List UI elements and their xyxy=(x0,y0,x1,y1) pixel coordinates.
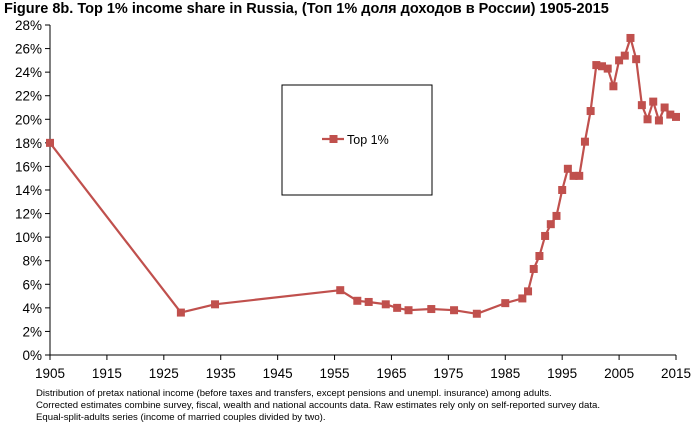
y-tick-label: 14% xyxy=(15,183,42,198)
data-point xyxy=(364,297,373,306)
y-tick-label: 28% xyxy=(15,18,42,33)
x-tick-label: 1935 xyxy=(206,366,236,381)
y-tick-label: 2% xyxy=(22,324,42,339)
note-line-3: Equal-split-adults series (income of mar… xyxy=(36,412,326,423)
x-tick-label: 1905 xyxy=(35,366,65,381)
y-tick-label: 22% xyxy=(15,89,42,104)
data-point xyxy=(615,56,624,65)
data-point xyxy=(381,300,390,309)
series-layer xyxy=(46,33,680,318)
data-point xyxy=(404,306,413,315)
y-tick-label: 8% xyxy=(22,254,42,269)
data-point xyxy=(546,220,555,229)
data-point xyxy=(529,264,538,273)
data-point xyxy=(637,101,646,110)
y-tick-label: 16% xyxy=(15,159,42,174)
data-point xyxy=(563,164,572,173)
data-point xyxy=(427,305,436,314)
x-tick-label: 1925 xyxy=(149,366,179,381)
note-line-1: Distribution of pretax national income (… xyxy=(36,388,552,399)
legend: Top 1% xyxy=(281,84,433,196)
data-point xyxy=(472,309,481,318)
data-point xyxy=(649,97,658,106)
legend-box xyxy=(281,84,433,196)
x-tick-label: 1985 xyxy=(490,366,520,381)
data-point xyxy=(176,308,185,317)
data-point xyxy=(46,138,54,147)
y-tick-label: 10% xyxy=(15,230,42,245)
y-tick-label: 0% xyxy=(22,348,42,363)
data-point xyxy=(541,231,550,240)
data-point xyxy=(672,112,680,121)
x-tick-label: 1995 xyxy=(547,366,577,381)
data-point xyxy=(666,110,675,119)
data-point xyxy=(632,55,641,64)
data-point xyxy=(580,137,589,146)
y-tick-label: 26% xyxy=(15,42,42,57)
x-tick-label: 1965 xyxy=(376,366,406,381)
data-point xyxy=(598,62,607,71)
x-tick-label: 1975 xyxy=(433,366,463,381)
x-tick-label: 1915 xyxy=(92,366,122,381)
y-tick-label: 6% xyxy=(22,277,42,292)
note-line-2: Corrected estimates combine survey, fisc… xyxy=(36,400,600,411)
data-point xyxy=(569,171,578,180)
y-tick-label: 18% xyxy=(15,136,42,151)
data-point xyxy=(211,300,220,309)
data-point xyxy=(552,211,561,220)
data-point xyxy=(586,107,595,116)
data-point xyxy=(603,64,612,73)
y-tick-label: 20% xyxy=(15,112,42,127)
data-point xyxy=(450,306,459,315)
data-point xyxy=(660,103,669,112)
y-tick-label: 4% xyxy=(22,301,42,316)
data-point xyxy=(575,171,584,180)
data-point xyxy=(609,82,618,91)
data-point xyxy=(643,115,652,124)
data-point xyxy=(353,296,362,305)
data-point xyxy=(393,303,402,312)
data-point xyxy=(654,116,663,125)
data-point xyxy=(558,186,567,194)
y-axis-ticks: 0% 2% 4% 6% 8% 10% 12% 14% 16% 18% 20% 22% 24% 26% 28% xyxy=(15,18,50,363)
chart-notes: Distribution of pretax national income (… xyxy=(36,388,696,424)
data-point xyxy=(592,61,601,70)
legend-marker xyxy=(329,135,338,143)
x-tick-label: 2005 xyxy=(604,366,634,381)
data-point xyxy=(535,252,544,260)
y-tick-label: 24% xyxy=(15,65,42,80)
chart-title: Figure 8b. Top 1% income share in Russia… xyxy=(4,1,609,17)
x-axis-ticks: 1905 1915 1925 1935 1945 1955 1965 1975 1985 1995… xyxy=(35,355,691,381)
x-tick-label: 1945 xyxy=(263,366,293,381)
data-point xyxy=(626,33,635,42)
x-tick-label: 1955 xyxy=(320,366,350,381)
y-tick-label: 12% xyxy=(15,207,42,222)
data-point xyxy=(620,51,629,60)
data-point xyxy=(336,286,345,295)
data-point xyxy=(501,299,510,308)
legend-label: Top 1% xyxy=(347,133,389,147)
x-tick-label: 2015 xyxy=(661,366,691,381)
data-point xyxy=(518,294,527,303)
data-point xyxy=(524,287,533,296)
